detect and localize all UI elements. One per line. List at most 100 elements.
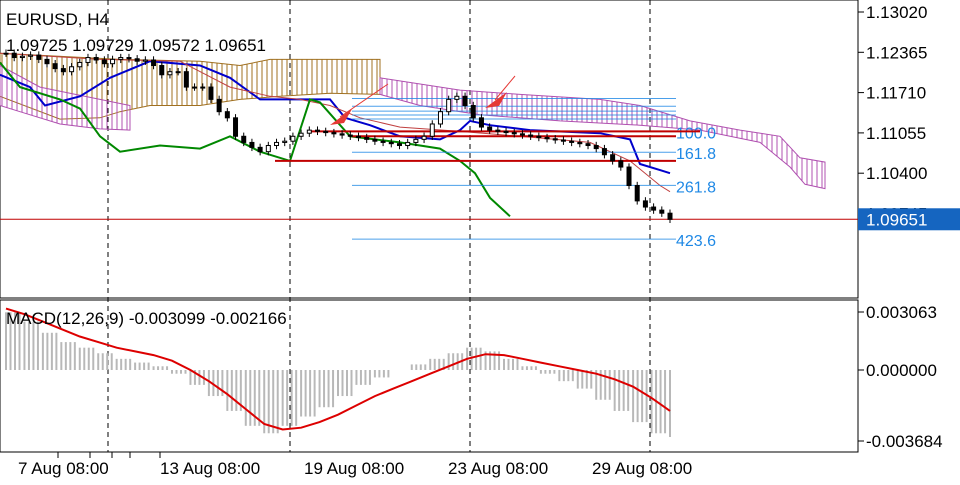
candle-body xyxy=(601,148,607,156)
candle-body xyxy=(372,138,378,142)
candle-body xyxy=(36,54,42,60)
candle-body xyxy=(478,117,484,128)
candle-body xyxy=(610,154,616,162)
arrow-shaft-1 xyxy=(494,75,516,101)
candle-body xyxy=(93,57,99,61)
candle-body xyxy=(85,57,91,63)
candle-body xyxy=(77,61,83,68)
candle-body xyxy=(274,141,280,147)
macd-tick-label: 0.000000 xyxy=(866,361,937,380)
candle-body xyxy=(126,57,132,60)
arrow-shaft-0 xyxy=(339,83,389,118)
candle-body xyxy=(3,52,9,55)
arrow-head-1 xyxy=(485,92,507,108)
candle-body xyxy=(159,65,165,76)
candle-body xyxy=(536,135,542,139)
candle-body xyxy=(265,145,271,153)
candle-body xyxy=(339,133,345,136)
fib-label-100.0: 100.0 xyxy=(676,126,716,143)
candles xyxy=(3,49,673,224)
candle-body xyxy=(167,71,173,76)
candle-body xyxy=(183,71,189,88)
candle-body xyxy=(69,66,75,73)
arrows xyxy=(330,75,516,125)
candle-body xyxy=(503,130,509,134)
candle-body xyxy=(60,68,66,73)
kumo-bear-left xyxy=(0,64,131,131)
candle-body xyxy=(290,135,296,142)
candle-body xyxy=(200,86,206,89)
candle-body xyxy=(298,132,304,137)
candle-body xyxy=(544,137,550,140)
candle-body xyxy=(19,55,25,59)
candle-body xyxy=(151,59,157,67)
candle-body xyxy=(175,71,181,74)
candle-body xyxy=(421,135,427,140)
price-tick-label: 1.12365 xyxy=(866,43,927,62)
candle-body xyxy=(470,105,476,119)
candle-body xyxy=(331,132,337,135)
fib-label-423.6: 423.6 xyxy=(676,233,716,250)
candle-body xyxy=(355,135,361,139)
candle-body xyxy=(405,141,411,147)
candle-body xyxy=(634,185,640,202)
candle-body xyxy=(437,111,443,125)
fib-label-261.8: 261.8 xyxy=(676,179,716,196)
candle-body xyxy=(282,140,288,143)
price-tick-label: 1.11055 xyxy=(866,124,926,143)
price-tick-label: 1.10400 xyxy=(866,164,927,183)
candle-body xyxy=(446,98,452,113)
macd-tick-label: 0.003063 xyxy=(866,303,937,322)
candle-body xyxy=(618,160,624,168)
candle-body xyxy=(651,206,657,211)
candle-body xyxy=(306,129,312,134)
candle-body xyxy=(487,126,493,131)
candle-body xyxy=(101,59,107,65)
macd-pane-frame xyxy=(0,299,859,453)
candle-body xyxy=(667,212,673,220)
candle-body xyxy=(249,141,255,148)
time-tick-label: 29 Aug 08:00 xyxy=(592,459,692,478)
candle-body xyxy=(142,59,148,62)
candle-body xyxy=(257,146,263,153)
candle-body xyxy=(519,133,525,136)
symbol-title: EURUSD, H4 xyxy=(6,10,109,29)
candle-body xyxy=(192,86,198,89)
price-tick-label: 1.11710 xyxy=(866,84,926,103)
macd-signal-line xyxy=(5,307,671,431)
candle-body xyxy=(315,129,321,132)
candle-body xyxy=(528,134,534,137)
candle-body xyxy=(577,141,583,145)
candle-body xyxy=(233,117,239,137)
candle-body xyxy=(659,209,665,214)
macd-plot xyxy=(5,307,671,437)
ohlc-readout: 1.09725 1.09729 1.09572 1.09651 xyxy=(6,36,266,55)
candle-body xyxy=(224,111,230,119)
axes: 1.130201.123651.117101.110551.104001.097… xyxy=(18,3,960,478)
candle-body xyxy=(134,58,140,62)
ichimoku-lines xyxy=(0,52,671,218)
candle-body xyxy=(52,63,58,70)
time-tick-label: 23 Aug 08:00 xyxy=(448,459,548,478)
candle-body xyxy=(347,134,353,137)
current-price-label: 1.09651 xyxy=(866,210,927,229)
candle-body xyxy=(216,98,222,113)
candle-body xyxy=(429,123,435,137)
candle-body xyxy=(388,141,394,145)
candle-body xyxy=(11,52,17,59)
candle-body xyxy=(413,138,419,143)
candle-body xyxy=(560,139,566,142)
chikou-line xyxy=(0,61,511,218)
tenkan-line xyxy=(0,60,671,175)
time-tick-label: 19 Aug 08:00 xyxy=(304,459,404,478)
price-tick-label: 1.13020 xyxy=(866,3,927,22)
candle-body xyxy=(642,200,648,208)
candle-body xyxy=(380,140,386,143)
candle-body xyxy=(118,57,124,60)
kijun-line xyxy=(0,52,671,193)
candle-body xyxy=(495,129,501,132)
candle-body xyxy=(462,95,468,107)
candle-body xyxy=(44,58,50,65)
